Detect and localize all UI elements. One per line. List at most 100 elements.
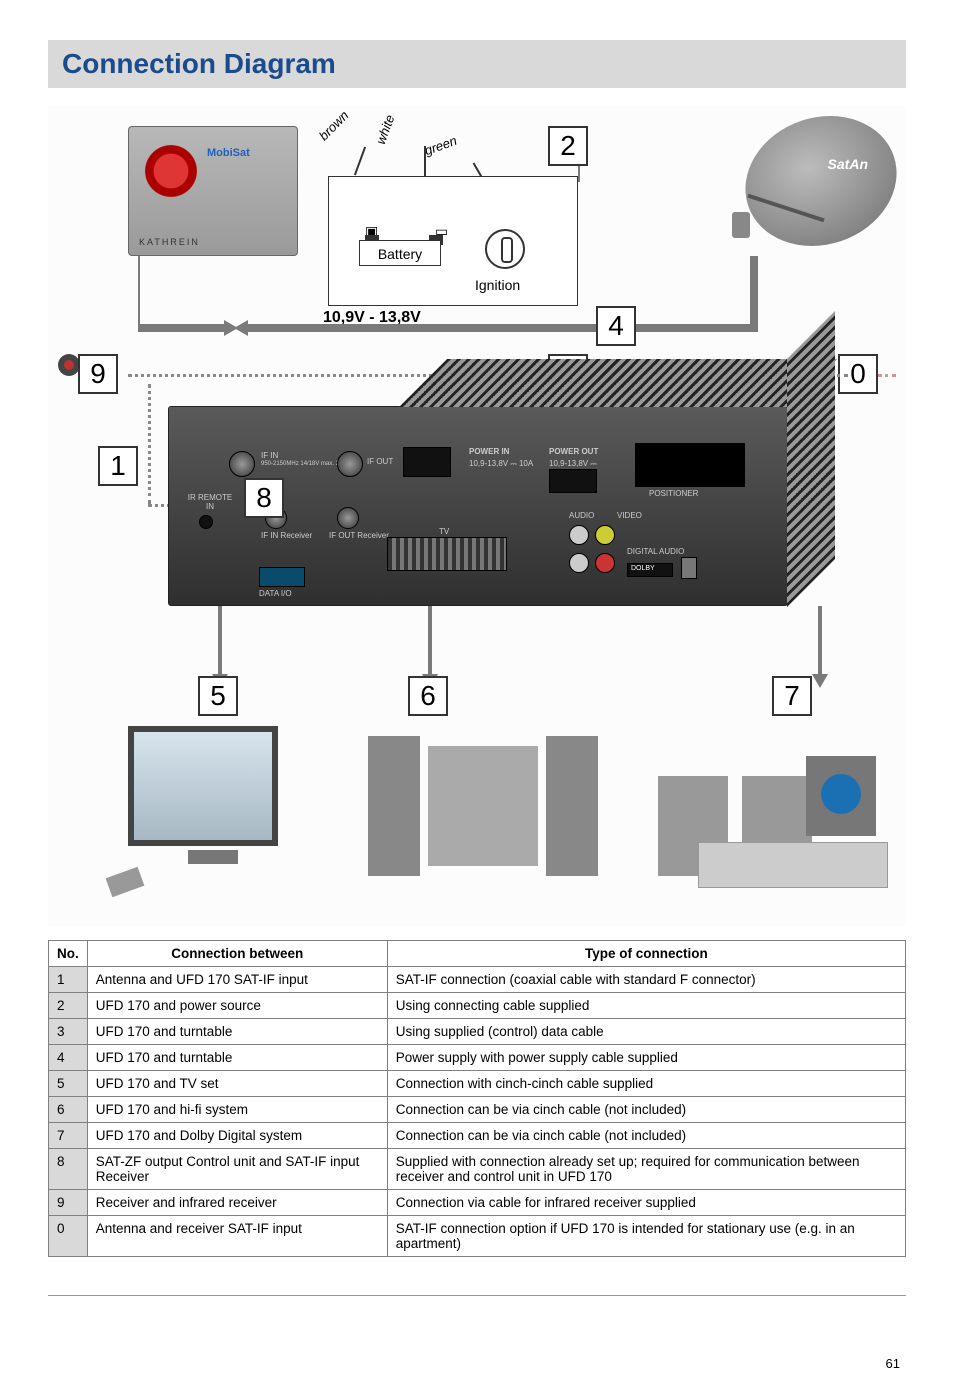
cell-no: 6 [49, 1097, 88, 1123]
cell-between: UFD 170 and hi-fi system [87, 1097, 387, 1123]
port-video [595, 525, 615, 545]
cell-between: UFD 170 and power source [87, 993, 387, 1019]
label-dolby: DOLBY [631, 565, 655, 572]
tv-set [128, 726, 298, 886]
cell-no: 0 [49, 1216, 88, 1257]
label-video: VIDEO [617, 511, 642, 520]
ir-receiver-icon [58, 354, 80, 376]
wire-brown [354, 147, 366, 176]
cell-type: SAT-IF connection option if UFD 170 is i… [387, 1216, 905, 1257]
cell-no: 1 [49, 967, 88, 993]
label-if-in: IF IN [261, 451, 278, 460]
conn-line [218, 606, 222, 676]
conn-line [138, 256, 140, 326]
label-audio: AUDIO [569, 511, 594, 520]
wire-label-white: white [373, 113, 397, 147]
hifi-system [368, 726, 598, 886]
label-ifout-rx: IF OUT Receiver [329, 531, 389, 540]
label-power-in-sub: 10,9-13,8V ⎓ 10A [469, 459, 533, 469]
cell-between: UFD 170 and turntable [87, 1019, 387, 1045]
cell-type: Connection can be via cinch cable (not i… [387, 1097, 905, 1123]
cell-type: Connection via cable for infrared receiv… [387, 1190, 905, 1216]
table-row: 6UFD 170 and hi-fi systemConnection can … [49, 1097, 906, 1123]
port-audio-l [569, 525, 589, 545]
cell-type: SAT-IF connection (coaxial cable with st… [387, 967, 905, 993]
connection-table: No. Connection between Type of connectio… [48, 940, 906, 1257]
dotted-line [878, 374, 896, 377]
cell-type: Using supplied (control) data cable [387, 1019, 905, 1045]
port-power-in [403, 447, 451, 477]
cell-between: UFD 170 and Dolby Digital system [87, 1123, 387, 1149]
control-unit-sub: KATHREIN [139, 237, 200, 247]
cell-type: Using connecting cable supplied [387, 993, 905, 1019]
label-digaudio: DIGITAL AUDIO [627, 547, 684, 556]
port-scart [387, 537, 507, 571]
wire-label-green: green [422, 133, 458, 158]
conn-line [818, 606, 822, 676]
conn-line [428, 606, 432, 676]
callout-4: 4 [596, 306, 636, 346]
wire-white [424, 146, 426, 176]
callout-7: 7 [772, 676, 812, 716]
connection-diagram: MobiSat KATHREIN brown white green ▣ ▭ B… [48, 106, 906, 926]
wire-label-brown: brown [316, 108, 352, 144]
cell-no: 8 [49, 1149, 88, 1190]
port-power-out [549, 469, 597, 493]
cell-between: Antenna and receiver SAT-IF input [87, 1216, 387, 1257]
cell-type: Power supply with power supply cable sup… [387, 1045, 905, 1071]
dotted-line [148, 384, 151, 504]
conn-line [248, 324, 758, 332]
control-unit-brand: MobiSat [207, 147, 250, 159]
vent-top [399, 359, 837, 407]
label-ir: IR REMOTE IN [185, 493, 235, 511]
dish-brand: SatAn [828, 156, 868, 172]
label-ifin-rx: IF IN Receiver [261, 531, 312, 540]
cell-no: 2 [49, 993, 88, 1019]
col-no: No. [49, 941, 88, 967]
arrow-icon [812, 674, 828, 688]
table-row: 8SAT-ZF output Control unit and SAT-IF i… [49, 1149, 906, 1190]
port-if-out [337, 451, 363, 477]
table-row: 7UFD 170 and Dolby Digital systemConnect… [49, 1123, 906, 1149]
cell-type: Connection with cinch-cinch cable suppli… [387, 1071, 905, 1097]
port-if-in [229, 451, 255, 477]
ignition-label: Ignition [475, 277, 520, 293]
table-row: 1Antenna and UFD 170 SAT-IF inputSAT-IF … [49, 967, 906, 993]
port-data [259, 567, 305, 587]
label-power-out: POWER OUT [549, 447, 598, 456]
label-tv: TV [439, 527, 449, 536]
cell-no: 3 [49, 1019, 88, 1045]
arrow-icon [234, 320, 248, 336]
cell-no: 4 [49, 1045, 88, 1071]
port-optical [681, 557, 697, 579]
table-row: 2UFD 170 and power sourceUsing connectin… [49, 993, 906, 1019]
label-power-out-sub: 10,9-13,8V ⎓ [549, 459, 597, 469]
callout-5: 5 [198, 676, 238, 716]
port-audio-r [569, 553, 589, 573]
table-row: 9Receiver and infrared receiverConnectio… [49, 1190, 906, 1216]
label-data: DATA I/O [259, 589, 292, 598]
conn-line [750, 256, 758, 332]
port-cinch [595, 553, 615, 573]
page-number: 61 [48, 1356, 906, 1371]
conn-line [138, 324, 224, 332]
cell-no: 9 [49, 1190, 88, 1216]
port-ir [199, 515, 213, 529]
callout-6: 6 [408, 676, 448, 716]
table-row: 4UFD 170 and turntablePower supply with … [49, 1045, 906, 1071]
cell-between: Antenna and UFD 170 SAT-IF input [87, 967, 387, 993]
col-between: Connection between [87, 941, 387, 967]
callout-8: 8 [244, 478, 284, 518]
page-title: Connection Diagram [48, 40, 906, 88]
callout-1: 1 [98, 446, 138, 486]
cell-between: SAT-ZF output Control unit and SAT-IF in… [87, 1149, 387, 1190]
cell-between: UFD 170 and TV set [87, 1071, 387, 1097]
callout-2: 2 [548, 126, 588, 166]
port-positioner [635, 443, 745, 487]
port-ifout-rx [337, 507, 359, 529]
ignition-icon [485, 229, 525, 269]
cell-type: Connection can be via cinch cable (not i… [387, 1123, 905, 1149]
label-positioner: POSITIONER [649, 489, 698, 498]
label-power-in: POWER IN [469, 447, 509, 456]
callout-2-line [578, 166, 580, 182]
